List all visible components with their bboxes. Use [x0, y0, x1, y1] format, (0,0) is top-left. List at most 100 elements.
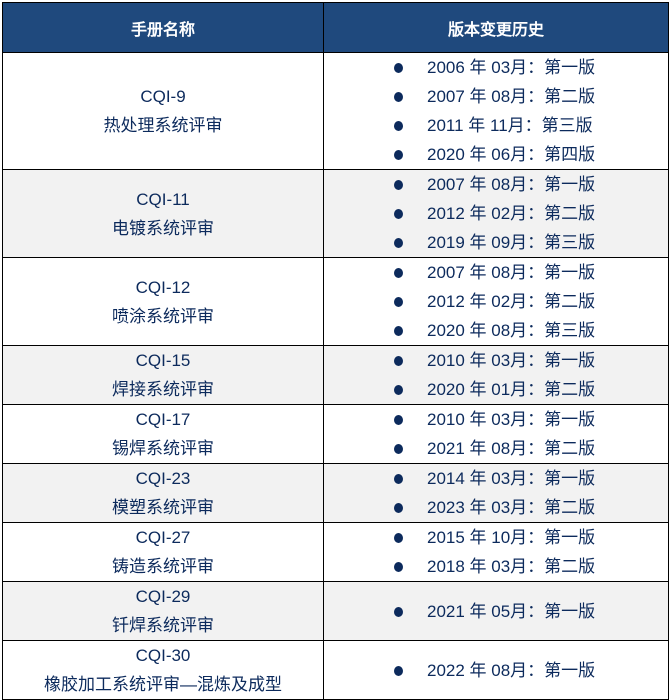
version-history-cell: 2015 年 10月：第一版 2018 年 03月：第二版 — [323, 522, 669, 582]
manual-code: CQI-27 — [135, 528, 191, 547]
version-item: 2007 年 08月：第二版 — [324, 82, 668, 111]
version-text: 2018 年 03月：第二版 — [427, 557, 596, 576]
version-history-cell: 2006 年 03月：第一版 2007 年 08月：第二版 2011 年 11月：第… — [323, 52, 669, 170]
version-text: 2020 年 06月：第四版 — [427, 145, 596, 164]
version-item: 2007 年 08月：第一版 — [324, 258, 668, 287]
manual-name-cell: CQI-11 电镀系统评审 — [2, 169, 324, 258]
version-text: 2014 年 03月：第一版 — [427, 469, 596, 488]
version-text: 2019 年 09月：第三版 — [427, 233, 596, 252]
bullet-icon — [394, 385, 403, 395]
table-row: CQI-30 橡胶加工系统评审—混炼及成型 2022 年 08月：第一版 — [2, 640, 669, 700]
table-row: CQI-9 热处理系统评审 2006 年 03月：第一版 2007 年 08月：第二版… — [2, 52, 669, 170]
bullet-icon — [394, 356, 403, 366]
table-row: CQI-17 锡焊系统评审 2010 年 03月：第一版 2021 年 08月：第二版 — [2, 404, 669, 464]
version-text: 2021 年 08月：第二版 — [427, 439, 596, 458]
bullet-icon — [394, 238, 403, 248]
version-item: 2020 年 01月：第二版 — [324, 375, 668, 404]
bullet-icon — [394, 326, 403, 336]
version-history-cell: 2022 年 08月：第一版 — [323, 640, 669, 700]
version-text: 2020 年 01月：第二版 — [427, 380, 596, 399]
manual-name-cell: CQI-29 钎焊系统评审 — [2, 581, 324, 641]
manual-code: CQI-29 — [135, 587, 191, 606]
version-item: 2021 年 08月：第二版 — [324, 434, 668, 463]
manual-name-cell: CQI-27 铸造系统评审 — [2, 522, 324, 582]
version-list: 2010 年 03月：第一版 2021 年 08月：第二版 — [324, 405, 668, 463]
version-item: 2019 年 09月：第三版 — [324, 228, 668, 257]
bullet-icon — [394, 503, 403, 513]
table-row: CQI-27 铸造系统评审 2015 年 10月：第一版 2018 年 03月：第二版 — [2, 522, 669, 582]
header-manual-name: 手册名称 — [2, 2, 324, 53]
version-list: 2006 年 03月：第一版 2007 年 08月：第二版 2011 年 11月：第… — [324, 53, 668, 169]
manual-title: 焊接系统评审 — [112, 380, 214, 399]
bullet-icon — [394, 533, 403, 543]
manual-title: 橡胶加工系统评审—混炼及成型 — [44, 675, 282, 694]
version-item: 2011 年 11月：第三版 — [324, 111, 668, 140]
version-history-cell: 2010 年 03月：第一版 2021 年 08月：第二版 — [323, 404, 669, 464]
table-row: CQI-11 电镀系统评审 2007 年 08月：第一版 2012 年 02月：第二版… — [2, 169, 669, 258]
manual-code: CQI-17 — [135, 410, 191, 429]
version-text: 2020 年 08月：第三版 — [427, 321, 596, 340]
header-version-history: 版本变更历史 — [323, 2, 669, 53]
version-text: 2010 年 03月：第一版 — [427, 410, 596, 429]
bullet-icon — [394, 474, 403, 484]
version-item: 2020 年 08月：第三版 — [324, 316, 668, 345]
table-row: CQI-29 钎焊系统评审 2021 年 05月：第一版 — [2, 581, 669, 641]
bullet-icon — [394, 562, 403, 572]
manual-name-cell: CQI-30 橡胶加工系统评审—混炼及成型 — [2, 640, 324, 700]
version-history-cell: 2021 年 05月：第一版 — [323, 581, 669, 641]
manual-name-cell: CQI-12 喷涂系统评审 — [2, 257, 324, 346]
version-text: 2006 年 03月：第一版 — [427, 58, 596, 77]
manual-name-cell: CQI-17 锡焊系统评审 — [2, 404, 324, 464]
version-text: 2012 年 02月：第二版 — [427, 204, 596, 223]
table-header-row: 手册名称 版本变更历史 — [2, 2, 669, 53]
version-item: 2012 年 02月：第二版 — [324, 287, 668, 316]
version-list: 2014 年 03月：第一版 2023 年 03月：第二版 — [324, 464, 668, 522]
version-text: 2015 年 10月：第一版 — [427, 528, 596, 547]
table-row: CQI-15 焊接系统评审 2010 年 03月：第一版 2020 年 01月：第二版 — [2, 345, 669, 405]
manual-code: CQI-12 — [135, 277, 191, 297]
version-item: 2010 年 03月：第一版 — [324, 346, 668, 375]
version-text: 2007 年 08月：第二版 — [427, 87, 596, 106]
manual-code: CQI-30 — [135, 646, 191, 665]
version-item: 2006 年 03月：第一版 — [324, 53, 668, 82]
bullet-icon — [394, 121, 403, 131]
version-list: 2021 年 05月：第一版 — [324, 597, 668, 626]
version-item: 2014 年 03月：第一版 — [324, 464, 668, 493]
bullet-icon — [394, 415, 403, 425]
manual-title: 喷涂系统评审 — [112, 306, 214, 326]
version-list: 2015 年 10月：第一版 2018 年 03月：第二版 — [324, 523, 668, 581]
version-item: 2012 年 02月：第二版 — [324, 199, 668, 228]
bullet-icon — [394, 665, 403, 676]
version-text: 2012 年 02月：第二版 — [427, 292, 596, 311]
table-row: CQI-12 喷涂系统评审 2007 年 08月：第一版 2012 年 02月：第二版… — [2, 257, 669, 346]
version-list: 2007 年 08月：第一版 2012 年 02月：第二版 2019 年 09月：第… — [324, 170, 668, 257]
version-history-cell: 2014 年 03月：第一版 2023 年 03月：第二版 — [323, 463, 669, 523]
version-text: 2021 年 05月：第一版 — [427, 601, 596, 621]
version-list: 2007 年 08月：第一版 2012 年 02月：第二版 2020 年 08月：第… — [324, 258, 668, 345]
manual-title: 电镀系统评审 — [112, 218, 214, 238]
manual-title: 热处理系统评审 — [103, 116, 223, 135]
version-text: 2007 年 08月：第一版 — [427, 263, 596, 282]
manual-title: 模塑系统评审 — [112, 498, 214, 517]
bullet-icon — [394, 180, 403, 190]
version-item: 2018 年 03月：第二版 — [324, 552, 668, 581]
version-text: 2023 年 03月：第二版 — [427, 498, 596, 517]
version-history-cell: 2010 年 03月：第一版 2020 年 01月：第二版 — [323, 345, 669, 405]
manual-name-cell: CQI-15 焊接系统评审 — [2, 345, 324, 405]
bullet-icon — [394, 92, 403, 102]
manual-title: 铸造系统评审 — [112, 557, 214, 576]
bullet-icon — [394, 63, 403, 73]
manual-name-cell: CQI-23 模塑系统评审 — [2, 463, 324, 523]
version-item: 2010 年 03月：第一版 — [324, 405, 668, 434]
version-item: 2020 年 06月：第四版 — [324, 140, 668, 169]
version-history-cell: 2007 年 08月：第一版 2012 年 02月：第二版 2020 年 08月：第… — [323, 257, 669, 346]
manual-name-cell: CQI-9 热处理系统评审 — [2, 52, 324, 170]
version-item: 2021 年 05月：第一版 — [324, 597, 668, 626]
version-item: 2015 年 10月：第一版 — [324, 523, 668, 552]
bullet-icon — [394, 268, 403, 278]
manual-code: CQI-15 — [135, 351, 191, 370]
version-text: 2011 年 11月：第三版 — [427, 116, 593, 135]
bullet-icon — [394, 444, 403, 454]
bullet-icon — [394, 209, 403, 219]
